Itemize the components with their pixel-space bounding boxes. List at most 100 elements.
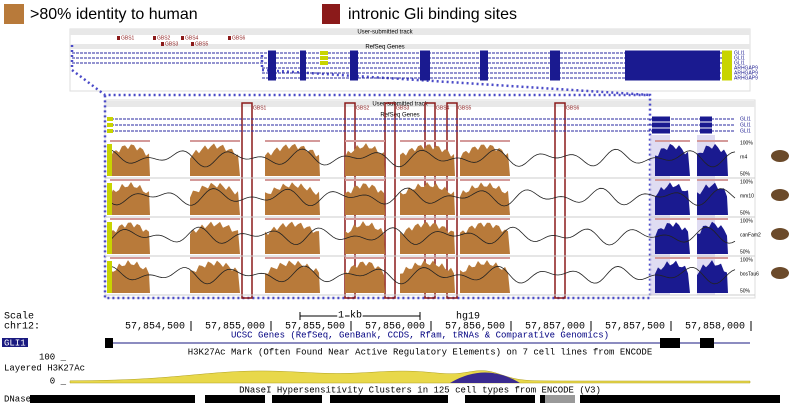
exon [700, 338, 714, 348]
gene-label: ARHGAP9 [734, 65, 758, 71]
legend-swatch [322, 4, 340, 24]
conserved-region [265, 143, 320, 176]
track-title: UCSC Genes (RefSeq, GenBank, CCDS, Rfam,… [231, 330, 609, 340]
scale-label: Scale [4, 311, 34, 323]
signal-area [450, 372, 520, 383]
site-box [554, 102, 566, 299]
exon [700, 116, 712, 122]
exon [268, 55, 276, 61]
site-label: GBS6 [566, 105, 580, 111]
percent-label: 100% [740, 179, 753, 185]
conserved-region [400, 222, 455, 254]
site-label: GBS1 [121, 35, 135, 41]
conserved-bar [190, 257, 240, 259]
conserved-bar [110, 179, 150, 181]
site-mark [161, 42, 164, 46]
conservation-line [107, 265, 736, 285]
conservation-line [107, 187, 736, 207]
gene-label: GLI1 [740, 128, 751, 134]
conserved-bar [265, 218, 320, 220]
dnase-cluster [580, 395, 780, 403]
conserved-bar [190, 179, 240, 181]
site-label: GBS3 [165, 41, 179, 47]
track-header [70, 29, 750, 35]
exon [480, 70, 488, 76]
gene-label: GLI1 [740, 116, 751, 122]
species-icon [771, 189, 789, 201]
exon [625, 55, 720, 61]
exon [420, 75, 430, 81]
exon [420, 60, 430, 66]
conserved-region [697, 143, 728, 176]
track-title: DNaseI Hypersensitivity Clusters in 125 … [239, 385, 601, 395]
site-label: GBS5 [458, 105, 472, 111]
conserved-region [265, 221, 320, 254]
exon [700, 122, 712, 128]
site-box [241, 102, 253, 299]
gene-label: GLI1 [734, 55, 745, 61]
exon [420, 65, 430, 71]
exon [480, 55, 488, 61]
exon [722, 75, 732, 81]
exon [107, 117, 113, 121]
conserved-bar [190, 218, 240, 220]
site-box [384, 102, 396, 299]
start-exon [107, 261, 112, 293]
track-header [70, 44, 750, 49]
site-label: GBS3 [396, 105, 410, 111]
conserved-bar [460, 140, 510, 142]
exon [722, 55, 732, 61]
gene-label: ARHGAP9 [734, 75, 758, 81]
conserved-bar [265, 179, 320, 181]
conserved-bar [655, 179, 690, 181]
chrom-label: chr12: [4, 321, 40, 333]
conserved-bar [265, 257, 320, 259]
exon [722, 50, 732, 56]
conserved-bar [400, 140, 455, 142]
start-exon [107, 183, 112, 215]
percent-label: 50% [740, 249, 751, 255]
exon [625, 75, 720, 81]
site-mark [153, 36, 156, 40]
conserved-bar [190, 140, 240, 142]
conserved-bar [460, 179, 510, 181]
conserved-bar [655, 218, 690, 220]
exon [480, 65, 488, 71]
track-label: Layered H3K27Ac [4, 363, 85, 373]
conserved-bar [110, 218, 150, 220]
conserved-region [400, 260, 455, 293]
gene-label: GLI1 [734, 50, 745, 56]
exon [722, 65, 732, 71]
conserved-bar [400, 218, 455, 220]
species-label: mm10 [740, 193, 754, 199]
conserved-bar [460, 218, 510, 220]
exon [550, 60, 560, 66]
exon [350, 70, 358, 76]
conserved-region [110, 182, 150, 215]
dnase-cluster [205, 395, 265, 403]
percent-label: 100% [740, 140, 753, 146]
position-label: 57,856,500 [445, 322, 505, 333]
exon [550, 50, 560, 56]
exon [300, 55, 306, 61]
exon [268, 70, 276, 76]
exon [480, 50, 488, 56]
conserved-region [460, 144, 510, 176]
conserved-region [400, 182, 455, 215]
exon [652, 122, 670, 128]
conserved-bar [655, 140, 690, 142]
conserved-bar [655, 257, 690, 259]
exon [300, 50, 306, 56]
axis-label: 100 _ [39, 352, 67, 362]
percent-label: 50% [740, 210, 751, 216]
conserved-region [190, 221, 240, 254]
conserved-bar [697, 218, 728, 220]
position-label: 57,854,500 [125, 322, 185, 333]
assembly: hg19 [456, 311, 480, 323]
conserved-bar [345, 257, 385, 259]
conserved-region [400, 144, 455, 176]
signal-area [69, 370, 751, 384]
conserved-region [460, 182, 510, 215]
site-label: GBS5 [195, 41, 209, 47]
exon [107, 123, 113, 127]
